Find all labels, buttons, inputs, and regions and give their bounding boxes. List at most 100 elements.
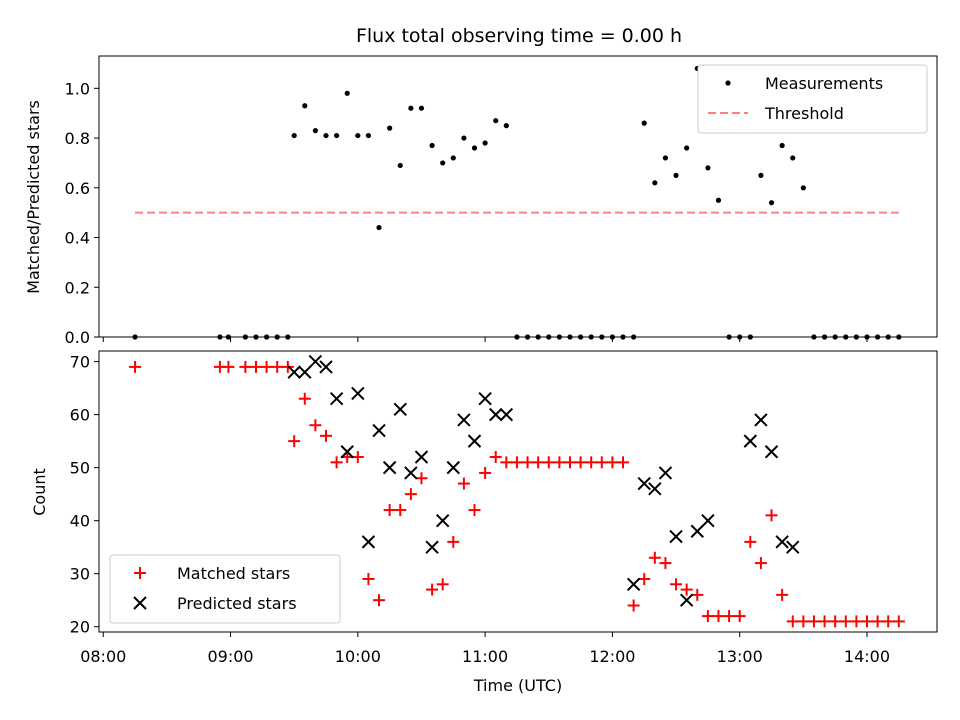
bottom-x-axis-label: Time (UTC) [473,676,562,695]
measurements-point [779,142,785,149]
predicted-stars-point [701,513,715,528]
matched-stars-point [288,435,301,448]
y-tick-label: 0.6 [65,179,90,198]
matched-stars-point [892,615,905,628]
predicted-stars-point [393,402,407,417]
matched-stars-point [271,360,284,373]
matched-stars-point [426,583,439,596]
predicted-stars-point [382,460,397,475]
predicted-stars-point [457,413,471,427]
matched-stars-point [871,615,884,628]
measurements-point [768,200,775,206]
predicted-stars-point [319,360,333,374]
measurements-point [662,155,669,161]
measurements-point [334,132,340,139]
predicted-stars-point [743,434,758,448]
matched-stars-point [585,456,598,469]
legend-predicted-label: Predicted stars [177,594,297,613]
y-tick-label: 0.0 [65,328,90,347]
predicted-stars-point [351,386,365,401]
matched-stars-point [330,456,343,469]
y-tick-label: 0.2 [65,278,90,297]
matched-stars-point [468,504,481,517]
legend-measurements-label: Measurements [765,74,883,93]
top-legend-box [697,64,928,134]
matched-stars-point [754,557,767,570]
matched-stars-point [786,615,799,628]
measurements-point [493,118,499,124]
y-tick-label: 50 [70,459,90,478]
matched-stars-point [659,557,672,570]
measurements-point [397,162,403,169]
predicted-stars-point [467,434,482,448]
bottom-y-axis: 20 30 40 50 60 70 [70,353,99,637]
predicted-stars-point [754,413,768,427]
measurements-point [355,132,361,139]
predicted-stars-point [372,423,386,438]
predicted-stars-point [340,445,354,459]
x-tick-label: 10:00 [335,647,381,666]
matched-stars-point [574,456,587,469]
matched-stars-point [457,477,470,490]
top-x-ticks [102,337,868,342]
measurements-point [461,135,467,141]
matched-stars-point [850,615,863,628]
measurements-point [790,155,796,161]
top-y-axis: 0.0 0.2 0.4 0.6 0.8 1.0 [65,79,99,347]
predicted-stars-point [764,445,779,459]
matched-stars-point [479,466,492,479]
predicted-stars-point [361,535,376,549]
measurements-point [684,145,690,151]
measurements-point [323,132,329,139]
measurements-point [705,165,711,171]
matched-stars-point [733,610,746,623]
matched-stars-point [617,456,630,469]
y-tick-label: 1.0 [65,79,90,98]
predicted-stars-point [414,450,429,464]
matched-stars-point [882,615,895,628]
matched-stars-point [249,360,262,373]
measurements-point [344,90,350,96]
matched-stars-point [860,615,873,628]
matched-stars-point [500,456,513,469]
matched-stars-point [309,419,322,432]
measurements-point [503,123,509,129]
matched-stars-point [839,615,852,628]
predicted-stars-point [658,466,673,480]
measurements-point [387,125,393,131]
predicted-stars-point [499,407,514,422]
predicted-stars-point [329,392,344,406]
bottom-marks [129,354,905,628]
matched-stars-point [129,360,142,373]
legend-matched-label: Matched stars [177,564,290,583]
predicted-stars-point [775,535,789,549]
matched-stars-point [542,456,555,469]
matched-stars-point [298,392,311,405]
matched-stars-point [680,583,693,596]
y-tick-label: 60 [70,406,90,425]
bottom-panel: 20 30 40 50 60 70 08:00 09:00 10:00 11:00 12:00 13… [30,350,938,695]
predicted-stars-point [478,392,492,406]
matched-stars-point [362,572,375,585]
x-tick-label: 08:00 [80,647,126,666]
measurements-point [641,120,647,126]
matched-stars-point [606,456,619,469]
top-plot-frame [98,55,938,338]
matched-stars-point [765,509,778,522]
matched-stars-point [807,615,820,628]
predicted-stars-point [679,593,694,607]
matched-stars-point [818,615,831,628]
matched-stars-point [404,488,417,501]
measurements-point [471,145,478,151]
bottom-legend-box [109,554,341,624]
matched-stars-point [394,504,407,517]
top-y-axis-label: Matched/Predicted stars [24,100,43,294]
measurements-point [365,132,372,139]
matched-stars-point [521,456,534,469]
matched-stars-point [239,360,252,373]
x-tick-label: 12:00 [589,647,635,666]
matched-stars-point [744,535,757,548]
matched-stars-point [670,578,683,591]
measurements-point [715,197,722,203]
